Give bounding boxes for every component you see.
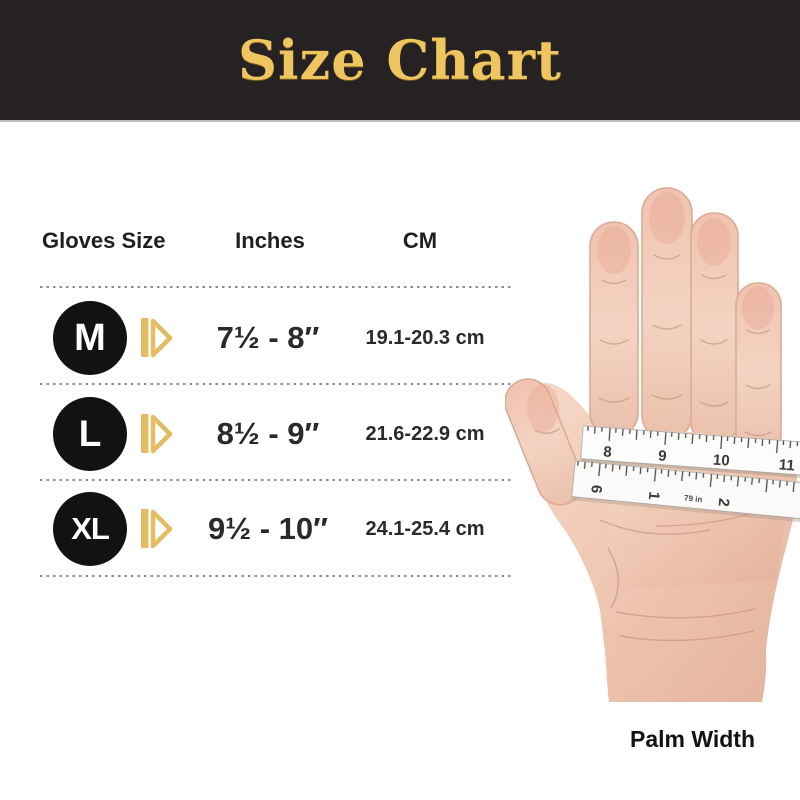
- tape-number: 2: [715, 497, 733, 507]
- dotted-separator: [40, 575, 512, 578]
- table-row-m: M 7½ - 8″ 19.1-20.3 cm: [0, 290, 520, 386]
- measuring-tape: 8 9 10 11 6 1 79 in 2: [571, 425, 800, 524]
- arrow-icon: [141, 318, 173, 358]
- tape-number: 8: [603, 443, 613, 461]
- skin-creases: [534, 254, 772, 642]
- thumb: [504, 378, 584, 506]
- arrow-icon: [141, 414, 173, 454]
- size-badge-l: L: [53, 397, 127, 471]
- column-header-inches: Inches: [235, 228, 305, 253]
- tape-number: 1: [645, 491, 663, 501]
- header-banner: Size Chart: [0, 0, 800, 122]
- arrow-icon: [141, 509, 173, 549]
- tape-number: 11: [778, 456, 795, 474]
- column-header-gloves-size: Gloves Size: [42, 228, 166, 253]
- inches-value: 8½ - 9″: [216, 416, 320, 451]
- size-badge-m: M: [53, 301, 127, 375]
- table-row-l: L 8½ - 9″ 21.6-22.9 cm: [0, 386, 520, 482]
- table-header-row: Gloves Size Inches CM: [0, 223, 520, 259]
- palm-measurement-image: 8 9 10 11 6 1 79 in 2: [504, 180, 800, 720]
- cm-value: 21.6-22.9 cm: [365, 422, 485, 445]
- column-header-cm: CM: [402, 228, 438, 253]
- dotted-separator: [40, 286, 512, 289]
- size-badge-xl: XL: [53, 492, 127, 566]
- hand-with-tape-illustration: 8 9 10 11 6 1 79 in 2: [504, 187, 800, 702]
- tape-number: 79 in: [684, 493, 703, 504]
- tape-number: 9: [658, 447, 668, 465]
- dotted-separator: [40, 479, 512, 482]
- inches-value: 7½ - 8″: [216, 320, 320, 355]
- palm-width-label: Palm Width: [629, 726, 756, 752]
- table-row-xl: XL 9½ - 10″ 24.1-25.4 cm: [0, 481, 520, 577]
- tape-number: 10: [712, 451, 730, 469]
- size-table: Gloves Size Inches CM M 7½ - 8″ 19.1-20.…: [0, 120, 520, 600]
- tape-number: 6: [587, 484, 605, 494]
- page-title: Size Chart: [238, 28, 562, 92]
- dotted-separator: [40, 383, 512, 386]
- cm-value: 24.1-25.4 cm: [365, 517, 485, 540]
- inches-value: 9½ - 10″: [208, 511, 328, 546]
- cm-value: 19.1-20.3 cm: [365, 326, 485, 349]
